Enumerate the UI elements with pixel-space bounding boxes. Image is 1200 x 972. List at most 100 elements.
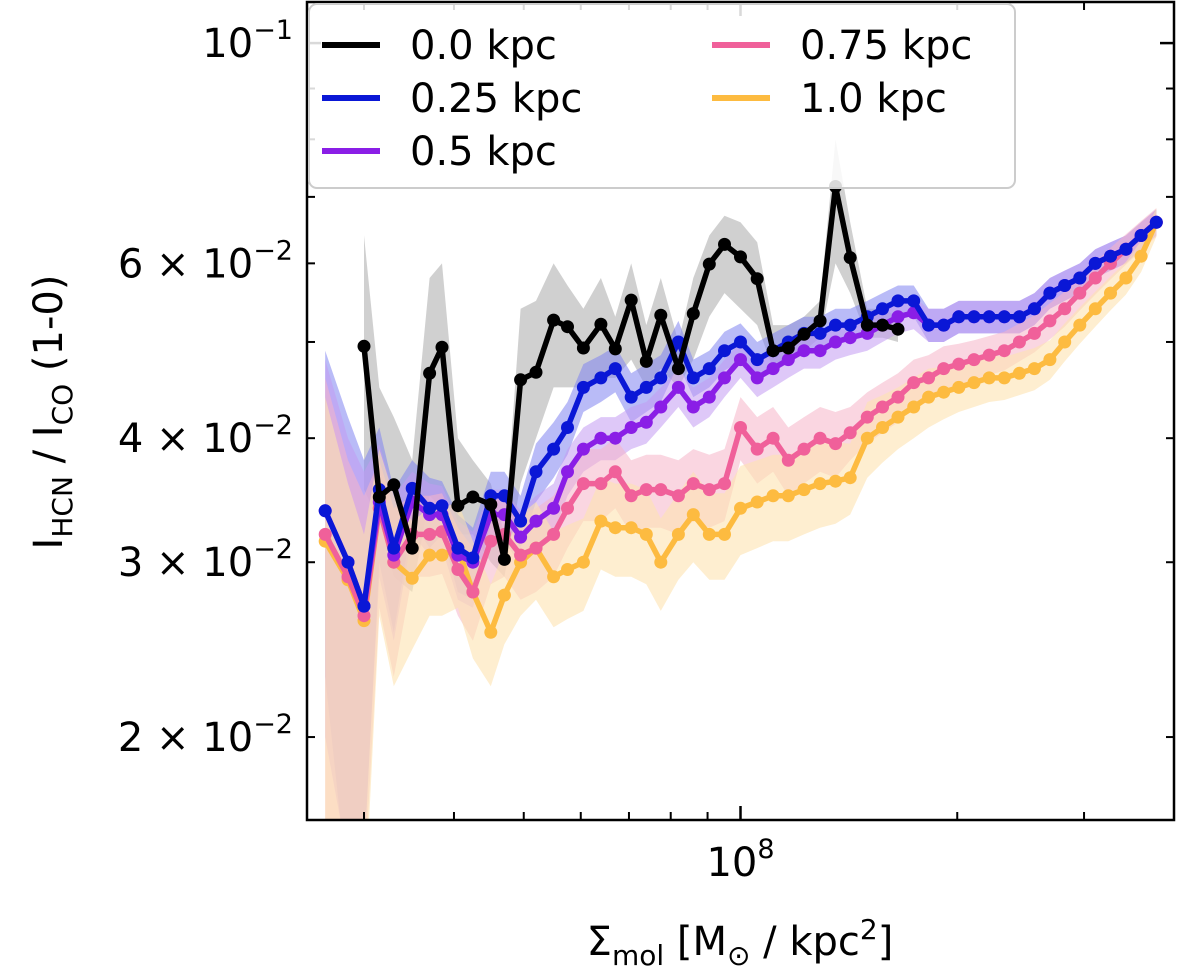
point-series-1 bbox=[982, 310, 996, 324]
point-series-0 bbox=[387, 478, 401, 492]
point-series-3 bbox=[357, 609, 371, 623]
point-series-0 bbox=[372, 490, 386, 504]
point-series-3 bbox=[1043, 314, 1057, 328]
point-series-4 bbox=[734, 501, 747, 515]
y-tick-label: 10−1 bbox=[202, 15, 293, 67]
point-series-2 bbox=[718, 371, 731, 385]
point-series-0 bbox=[750, 272, 764, 286]
point-series-3 bbox=[891, 390, 905, 404]
point-series-3 bbox=[952, 357, 966, 371]
point-series-4 bbox=[750, 495, 764, 509]
point-series-4 bbox=[1058, 335, 1072, 349]
point-series-4 bbox=[766, 489, 780, 503]
point-series-1 bbox=[594, 371, 608, 385]
point-series-1 bbox=[891, 294, 905, 308]
point-series-1 bbox=[1043, 286, 1057, 300]
point-series-2 bbox=[797, 344, 811, 358]
point-series-3 bbox=[734, 421, 747, 434]
point-series-1 bbox=[813, 326, 827, 340]
point-series-3 bbox=[750, 442, 764, 456]
point-series-4 bbox=[702, 527, 716, 541]
point-series-4 bbox=[952, 380, 966, 394]
point-series-0 bbox=[466, 490, 480, 504]
point-series-4 bbox=[843, 471, 857, 485]
point-series-2 bbox=[843, 331, 857, 345]
point-series-3 bbox=[922, 371, 936, 385]
point-series-2 bbox=[576, 442, 590, 456]
y-tick-label: 4 × 10−2 bbox=[118, 410, 293, 462]
point-series-0 bbox=[435, 340, 449, 354]
point-series-1 bbox=[967, 310, 981, 324]
point-series-4 bbox=[781, 489, 795, 503]
point-series-4 bbox=[891, 410, 905, 424]
point-series-2 bbox=[529, 514, 543, 528]
point-series-1 bbox=[997, 310, 1011, 324]
point-series-3 bbox=[1012, 335, 1026, 349]
point-series-0 bbox=[423, 366, 437, 380]
point-series-0 bbox=[594, 317, 608, 331]
y-tick-label: 2 × 10−2 bbox=[118, 709, 293, 761]
point-series-2 bbox=[702, 390, 716, 404]
point-series-3 bbox=[937, 362, 951, 376]
point-series-0 bbox=[813, 314, 827, 328]
point-series-3 bbox=[997, 344, 1011, 358]
point-series-1 bbox=[514, 514, 528, 528]
point-series-0 bbox=[639, 354, 653, 368]
point-series-2 bbox=[608, 431, 622, 445]
point-series-0 bbox=[734, 250, 747, 264]
point-series-3 bbox=[1058, 302, 1072, 316]
point-series-1 bbox=[876, 302, 889, 316]
point-series-0 bbox=[797, 327, 811, 341]
point-series-4 bbox=[1027, 362, 1041, 376]
x-tick-label: 108 bbox=[706, 834, 774, 886]
point-series-3 bbox=[423, 527, 437, 541]
point-series-3 bbox=[594, 477, 608, 491]
point-series-2 bbox=[639, 415, 653, 429]
x-axis-label: Σmol [M⊙ / kpc2] bbox=[587, 913, 894, 972]
point-series-0 bbox=[654, 308, 668, 322]
point-series-1 bbox=[624, 390, 638, 404]
point-series-2 bbox=[561, 465, 574, 479]
point-series-4 bbox=[829, 474, 842, 488]
point-series-2 bbox=[813, 344, 827, 358]
point-series-4 bbox=[435, 548, 449, 562]
point-series-2 bbox=[624, 421, 638, 434]
point-series-1 bbox=[952, 310, 966, 324]
point-series-0 bbox=[497, 552, 511, 566]
point-series-2 bbox=[654, 400, 668, 414]
point-series-3 bbox=[718, 477, 731, 491]
point-series-2 bbox=[781, 353, 795, 367]
point-series-3 bbox=[702, 483, 716, 497]
point-series-1 bbox=[937, 318, 951, 332]
point-series-0 bbox=[608, 342, 622, 356]
point-series-3 bbox=[876, 400, 889, 414]
point-series-4 bbox=[1119, 271, 1133, 285]
point-series-1 bbox=[1119, 242, 1133, 256]
point-series-3 bbox=[639, 483, 653, 497]
point-series-2 bbox=[766, 362, 780, 376]
point-series-1 bbox=[686, 371, 700, 385]
point-series-0 bbox=[860, 318, 874, 332]
point-series-0 bbox=[484, 498, 498, 511]
point-series-1 bbox=[529, 465, 543, 479]
point-series-3 bbox=[860, 410, 874, 424]
point-series-4 bbox=[671, 527, 685, 541]
point-series-4 bbox=[1134, 249, 1148, 263]
y-tick-label: 6 × 10−2 bbox=[118, 235, 293, 287]
point-series-1 bbox=[829, 318, 842, 332]
point-series-3 bbox=[813, 431, 827, 445]
point-series-4 bbox=[484, 625, 498, 639]
legend-label-2: 0.5 kpc bbox=[410, 129, 557, 175]
legend-label-4: 1.0 kpc bbox=[800, 76, 947, 122]
point-series-4 bbox=[907, 400, 921, 414]
point-series-0 bbox=[843, 251, 857, 265]
point-series-1 bbox=[718, 344, 731, 358]
point-series-4 bbox=[967, 376, 981, 390]
point-series-4 bbox=[576, 555, 590, 569]
point-series-4 bbox=[561, 563, 574, 576]
point-series-4 bbox=[1012, 366, 1026, 380]
point-series-2 bbox=[594, 431, 608, 445]
legend-label-0: 0.0 kpc bbox=[410, 23, 557, 69]
point-series-2 bbox=[547, 501, 561, 515]
